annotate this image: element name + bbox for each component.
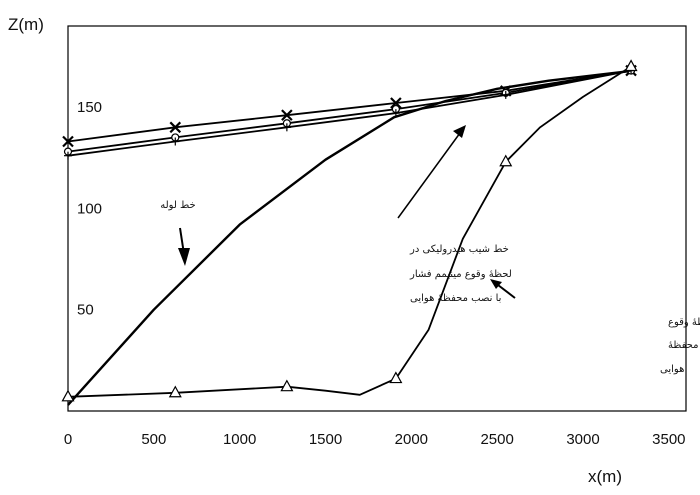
marker-triangle xyxy=(624,59,638,72)
series-line-1 xyxy=(67,69,632,143)
marker-x xyxy=(281,109,293,121)
x-tick-label: 500 xyxy=(141,431,166,448)
x-axis-label: x(m) xyxy=(588,467,622,486)
y-axis-ticks: 50 100 150 xyxy=(77,99,102,319)
marker-plus xyxy=(391,109,400,118)
annotation-hgl-with-chamber-arrowhead xyxy=(453,125,466,138)
series-line-2 xyxy=(67,69,632,153)
marker-plus xyxy=(171,137,180,146)
annotation-hgl-with-chamber-line-2: لحظهٔ وقوع مینیمم فشار xyxy=(409,269,512,280)
marker-plus xyxy=(282,123,291,132)
x-tick-label: 1000 xyxy=(223,431,256,448)
marker-plus xyxy=(501,90,510,99)
marker-x xyxy=(62,135,74,148)
annotation-hgl-without-chamber-line-3: هوایی xyxy=(660,364,684,375)
y-tick-label: 50 xyxy=(77,302,94,319)
annotation-pipeline-arrowhead xyxy=(178,248,190,266)
annotation-hgl-with-chamber-line-1: خط شیب هیدرولیکی در xyxy=(409,244,509,255)
marker-triangle xyxy=(61,389,75,402)
annotation-hgl-without-chamber-arrow xyxy=(497,284,516,299)
x-tick-label: 2000 xyxy=(395,431,428,448)
marker-x xyxy=(169,121,182,134)
series-line-4 xyxy=(67,65,632,398)
marker-triangle xyxy=(280,379,294,392)
x-tick-label: 1500 xyxy=(309,431,342,448)
marker-triangle xyxy=(389,371,403,384)
y-tick-label: 100 xyxy=(77,200,102,217)
marker-triangle xyxy=(499,154,513,167)
x-tick-label: 3500 xyxy=(652,431,685,448)
marker-plus xyxy=(64,151,72,160)
series-group xyxy=(61,59,638,406)
x-tick-label: 0 xyxy=(64,431,72,448)
x-tick-label: 2500 xyxy=(480,431,513,448)
series-line-3 xyxy=(67,69,632,157)
plot-border xyxy=(67,25,687,412)
x-axis-ticks: 0 500 1000 1500 2000 2500 3000 3500 xyxy=(64,431,686,448)
annotation-pipeline: خط لوله xyxy=(160,200,195,211)
marker-triangle xyxy=(168,385,182,398)
y-tick-label: 150 xyxy=(77,99,102,116)
annotation-hgl-with-chamber-line-3: با نصب محفظهٔ هوایی xyxy=(410,293,501,304)
x-tick-label: 3000 xyxy=(566,431,599,448)
marker-x xyxy=(390,97,402,109)
annotation-hgl-without-chamber-line-2: مینیمم فشار بدون نصب محفظهٔ xyxy=(668,340,700,351)
y-axis-label: Z(m) xyxy=(8,15,44,34)
annotation-hgl-without-chamber-line-1: خط شیب هیدرولیکی در لحظهٔ وقوع xyxy=(668,317,700,328)
annotation-hgl-with-chamber-arrow xyxy=(397,132,461,219)
plot-frame xyxy=(67,25,687,412)
annotation-hgl-without-chamber-arrowhead xyxy=(490,279,502,289)
